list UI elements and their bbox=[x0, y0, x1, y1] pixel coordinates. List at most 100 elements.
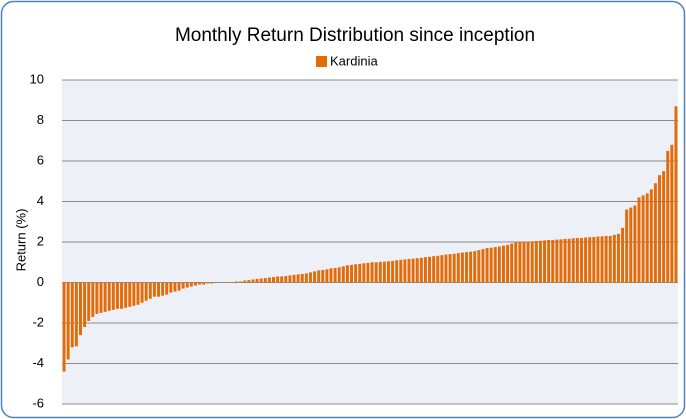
bar bbox=[99, 282, 103, 313]
bar bbox=[460, 252, 464, 283]
bar bbox=[132, 282, 136, 306]
bar bbox=[440, 255, 444, 283]
y-tick-label: 6 bbox=[37, 152, 44, 167]
bar bbox=[378, 261, 382, 283]
bar bbox=[181, 282, 185, 289]
bar bbox=[148, 282, 152, 299]
bar bbox=[592, 236, 596, 283]
bar bbox=[202, 282, 206, 285]
bar bbox=[374, 262, 378, 283]
bar bbox=[198, 282, 202, 285]
bar bbox=[177, 282, 181, 291]
bar bbox=[243, 280, 247, 283]
bar bbox=[173, 282, 177, 292]
bar bbox=[493, 247, 497, 283]
bar bbox=[354, 264, 358, 283]
bar bbox=[300, 273, 304, 283]
bar bbox=[645, 193, 649, 283]
bar bbox=[313, 271, 317, 283]
bar bbox=[567, 238, 571, 283]
bar bbox=[284, 276, 288, 283]
bar bbox=[555, 239, 559, 283]
bar bbox=[329, 268, 333, 283]
bar bbox=[621, 227, 625, 283]
bar bbox=[419, 257, 423, 283]
bar bbox=[674, 106, 678, 283]
bar bbox=[649, 189, 653, 283]
y-tick-label: 2 bbox=[37, 233, 44, 248]
bar bbox=[559, 239, 563, 283]
bar bbox=[407, 259, 411, 283]
bar bbox=[423, 257, 427, 283]
bar bbox=[547, 239, 551, 283]
bar bbox=[169, 282, 173, 293]
bar bbox=[165, 282, 169, 295]
y-axis-label: Return (%) bbox=[13, 209, 28, 272]
bar bbox=[551, 239, 555, 283]
bar bbox=[189, 282, 193, 287]
bar bbox=[501, 245, 505, 283]
y-tick-label: 10 bbox=[30, 71, 44, 86]
bar bbox=[95, 282, 99, 314]
bar bbox=[66, 282, 70, 360]
bar bbox=[140, 282, 144, 303]
bar bbox=[497, 246, 501, 283]
legend-swatch bbox=[316, 56, 327, 67]
bar bbox=[571, 238, 575, 283]
bar bbox=[403, 259, 407, 283]
y-tick-label: -2 bbox=[32, 314, 44, 329]
y-tick-label: -4 bbox=[32, 355, 44, 370]
bar bbox=[272, 277, 275, 283]
bar bbox=[543, 240, 547, 283]
bar bbox=[604, 235, 608, 283]
bar bbox=[292, 274, 296, 283]
bar bbox=[362, 263, 366, 283]
bar bbox=[629, 207, 633, 283]
bar bbox=[600, 236, 604, 283]
bar bbox=[608, 235, 612, 283]
bar bbox=[395, 260, 399, 283]
bar bbox=[641, 195, 645, 283]
bar bbox=[144, 282, 148, 301]
bar bbox=[255, 278, 259, 283]
chart-title: Monthly Return Distribution since incept… bbox=[175, 25, 535, 46]
bar bbox=[296, 274, 300, 283]
bar bbox=[477, 250, 481, 283]
bar bbox=[538, 240, 542, 283]
bar bbox=[411, 258, 415, 283]
bar bbox=[251, 279, 255, 283]
bar bbox=[308, 272, 312, 283]
bar bbox=[436, 255, 440, 283]
bar bbox=[514, 242, 518, 283]
bar bbox=[206, 282, 210, 284]
bar bbox=[276, 276, 280, 283]
bar bbox=[518, 242, 522, 283]
bar bbox=[247, 280, 251, 283]
bar bbox=[337, 267, 341, 283]
y-tick-label: 8 bbox=[37, 112, 44, 127]
bar bbox=[506, 244, 510, 283]
bar bbox=[136, 282, 140, 305]
bar bbox=[83, 282, 87, 328]
bar bbox=[304, 273, 308, 283]
bar bbox=[62, 282, 66, 372]
bar bbox=[391, 260, 395, 283]
bar bbox=[382, 261, 386, 283]
legend-label: Kardinia bbox=[330, 53, 378, 68]
bar bbox=[530, 241, 534, 283]
bar bbox=[616, 233, 620, 283]
bar bbox=[432, 256, 436, 283]
bar bbox=[522, 242, 526, 283]
bar bbox=[115, 282, 119, 309]
bar bbox=[448, 254, 452, 283]
bar bbox=[120, 282, 124, 309]
bar bbox=[456, 253, 460, 283]
bar bbox=[325, 269, 329, 283]
bar bbox=[526, 241, 530, 283]
bar bbox=[485, 248, 489, 283]
bar bbox=[267, 277, 271, 283]
bar bbox=[387, 261, 390, 283]
bar bbox=[584, 237, 588, 283]
bar bbox=[588, 237, 592, 283]
